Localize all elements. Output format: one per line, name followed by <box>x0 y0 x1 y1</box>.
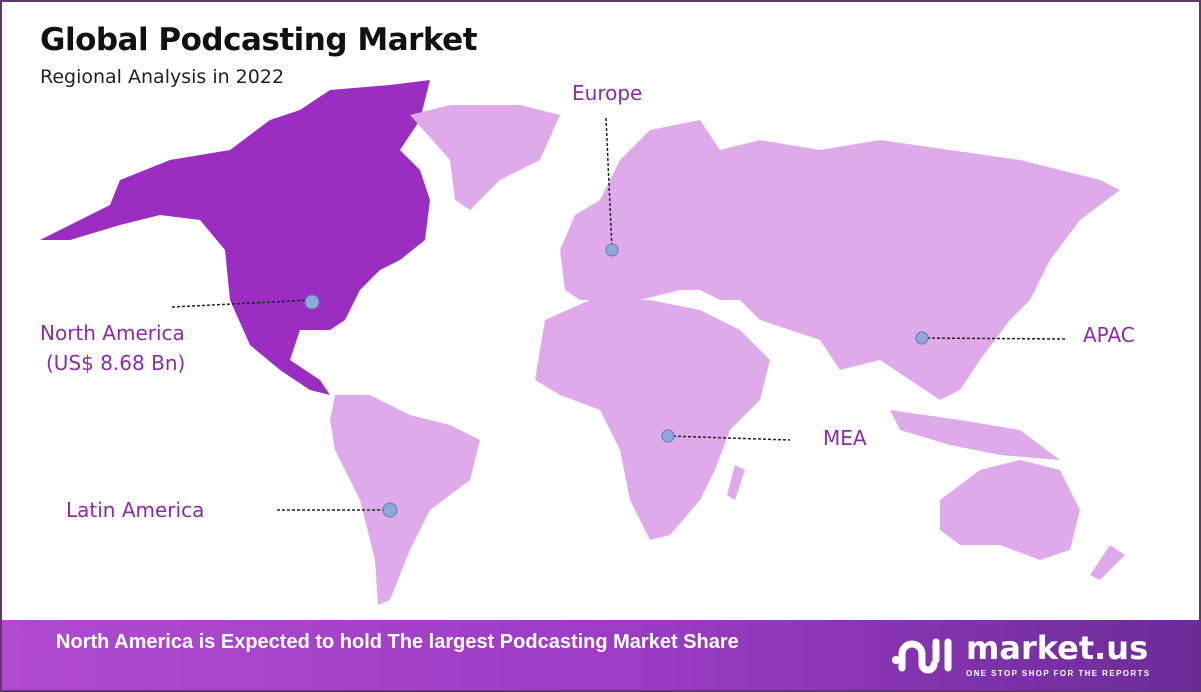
leader-north-america <box>171 299 313 308</box>
leader-apac <box>921 337 1066 340</box>
page-title: Global Podcasting Market <box>40 22 478 58</box>
label-mea: MEA <box>823 426 867 450</box>
label-north-america-value: (US$ 8.68 Bn) <box>46 351 186 375</box>
marker-latin-america <box>382 502 398 518</box>
label-europe: Europe <box>572 81 643 105</box>
logo: market.us ONE STOP SHOP FOR THE REPORTS <box>890 628 1151 680</box>
logo-name: market.us <box>966 629 1149 667</box>
region-australia <box>940 460 1080 560</box>
region-new-zealand <box>1090 545 1125 580</box>
region-greenland <box>410 105 560 210</box>
region-mea <box>535 300 770 540</box>
region-europe-apac <box>560 120 1120 400</box>
label-north-america: North America <box>40 321 185 345</box>
label-latin-america: Latin America <box>66 498 205 522</box>
logo-icon <box>892 638 952 674</box>
leader-europe <box>605 117 613 251</box>
marker-mea <box>661 429 675 443</box>
marker-apac <box>915 331 929 345</box>
logo-tagline: ONE STOP SHOP FOR THE REPORTS <box>966 669 1151 678</box>
region-latin-america <box>330 395 480 605</box>
region-madagascar <box>727 465 745 500</box>
label-apac: APAC <box>1083 323 1135 347</box>
marker-north-america <box>304 294 320 310</box>
region-se-asia <box>890 410 1060 460</box>
leader-mea <box>667 435 791 441</box>
region-north-america <box>40 80 430 395</box>
page-subtitle: Regional Analysis in 2022 <box>40 66 285 88</box>
world-map <box>40 80 1125 605</box>
marker-europe <box>605 243 619 257</box>
footer-text: North America is Expected to hold The la… <box>56 631 739 653</box>
footer-banner: North America is Expected to hold The la… <box>2 620 1199 690</box>
